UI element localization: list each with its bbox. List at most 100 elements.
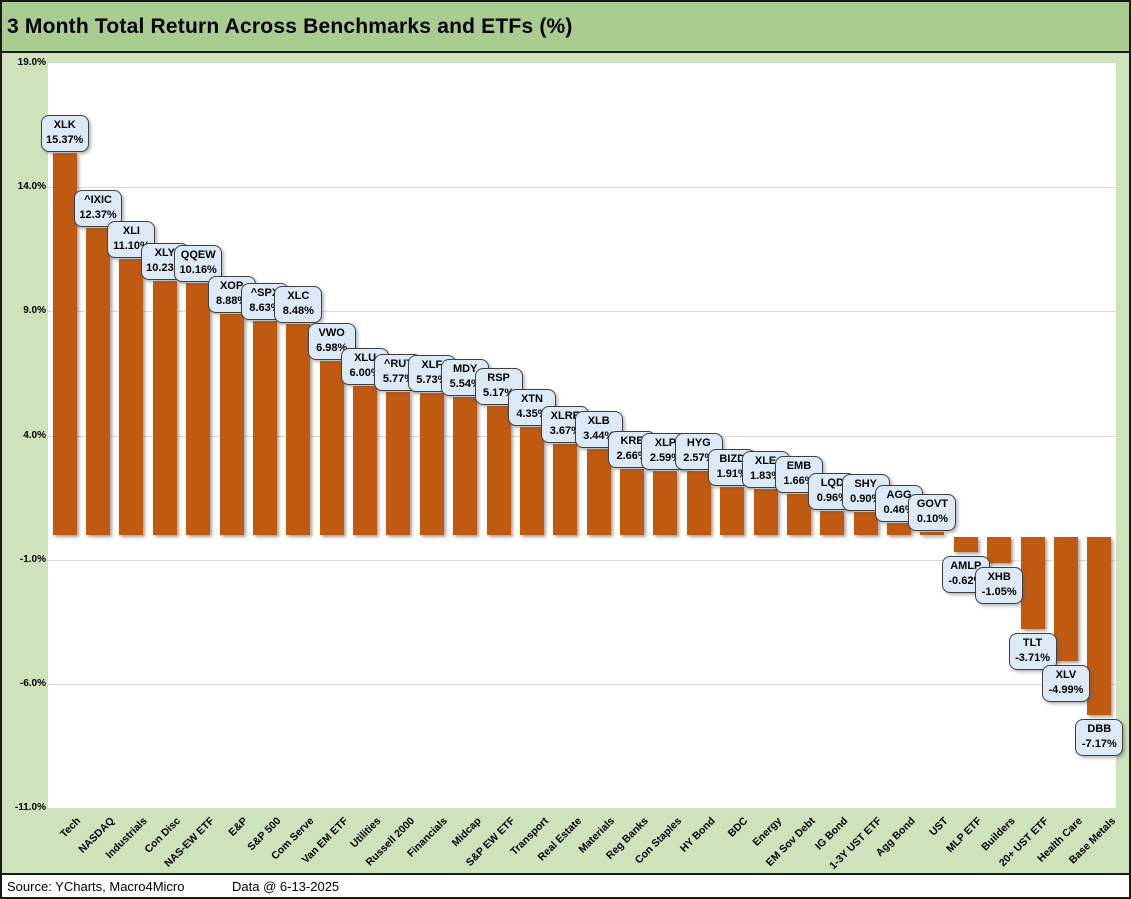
callout-value: 15.37%: [46, 134, 84, 147]
bar-XLE: [753, 489, 778, 535]
callout-ticker: ^SPX: [250, 286, 280, 299]
bar-XLY: [152, 280, 177, 535]
callout-value: -3.71%: [1015, 651, 1050, 664]
gridline: [48, 683, 1116, 685]
callout-ticker: XLK: [53, 119, 76, 132]
callout-value: 10.23%: [146, 261, 184, 274]
callout-XLV: XLV -4.99%: [1041, 664, 1090, 702]
callout-XLK: XLK 15.37%: [40, 115, 89, 153]
gridline: [48, 187, 1116, 189]
callout-value: 2.66%: [616, 449, 648, 462]
callout-value: -4.99%: [1048, 683, 1084, 696]
bar-XLI: [119, 259, 144, 535]
bar-XLK: [52, 153, 77, 535]
callout-ticker: XLF: [421, 358, 443, 371]
bar-XLB: [586, 449, 611, 535]
bar-HYG: [686, 471, 711, 535]
source-text: Source: YCharts, Macro4Micro: [7, 878, 185, 894]
callout-value: 0.90%: [850, 493, 882, 506]
bar-TLT: [1020, 536, 1045, 629]
gridline: [48, 559, 1116, 561]
callout-value: 0.96%: [816, 491, 848, 504]
bar-MDY: [453, 397, 478, 535]
gridline: [48, 311, 1116, 313]
y-tick-label: 4.0%: [23, 429, 46, 441]
callout-^IXIC: ^IXIC 12.37%: [74, 189, 123, 227]
bar-^IXIC: [86, 227, 111, 535]
chart-title: 3 Month Total Return Across Benchmarks a…: [7, 14, 573, 38]
bar-XLRE: [553, 443, 578, 535]
callout-value: 5.54%: [449, 378, 481, 391]
bar-XHB: [987, 536, 1012, 563]
callout-value: 5.77%: [382, 372, 415, 385]
callout-RSP: RSP 5.17%: [474, 368, 523, 406]
callout-GOVT: GOVT 0.10%: [908, 494, 957, 532]
callout-value: 10.16%: [179, 263, 217, 276]
x-category-label: HY Bond: [677, 815, 718, 855]
callout-XLC: XLC 8.48%: [274, 286, 323, 324]
callout-QQEW: QQEW 10.16%: [174, 244, 223, 282]
bar-XOP: [219, 314, 244, 535]
callout-ticker: AGG: [886, 489, 912, 502]
callout-value: 1.91%: [716, 468, 748, 481]
x-category-label: Tech: [57, 815, 84, 841]
callout-ticker: AMLP: [950, 560, 982, 573]
y-tick-label: 19.0%: [17, 57, 46, 68]
bar-EMB: [786, 493, 811, 535]
callout-value: 12.37%: [79, 208, 117, 221]
bar-XTN: [519, 426, 544, 535]
callout-value: 0.46%: [883, 504, 915, 517]
x-category-label: BDC: [726, 815, 751, 840]
callout-value: 1.66%: [783, 474, 815, 487]
callout-ticker: XHB: [987, 570, 1011, 583]
callout-ticker: SHY: [854, 478, 877, 491]
bar-XLC: [286, 324, 311, 535]
callout-value: 8.88%: [215, 295, 248, 308]
callout-ticker: ^RUT: [383, 357, 413, 370]
bar-XLF: [419, 392, 444, 535]
callout-ticker: VWO: [318, 327, 345, 340]
callout-value: -7.17%: [1081, 737, 1117, 750]
y-tick-label: 9.0%: [23, 305, 46, 317]
bar-^SPX: [252, 320, 277, 535]
bar-GOVT: [920, 532, 945, 535]
callout-ticker: KRE: [620, 434, 644, 447]
bar-DBB: [1087, 536, 1112, 715]
callout-value: 2.59%: [649, 451, 682, 464]
callout-ticker: HYG: [686, 437, 711, 449]
callout-ticker: ^IXIC: [84, 193, 112, 206]
callout-ticker: XLV: [1055, 668, 1077, 681]
callout-value: 0.10%: [916, 513, 949, 526]
callout-value: 3.44%: [583, 430, 615, 443]
callout-ticker: XLY: [154, 246, 175, 259]
callout-ticker: LQD: [820, 476, 844, 489]
callout-TLT: TLT -3.71%: [1008, 632, 1057, 670]
callout-value: 4.35%: [516, 407, 548, 420]
callout-ticker: XLC: [287, 290, 310, 303]
callout-value: 8.48%: [282, 305, 314, 318]
callout-ticker: XLRE: [550, 409, 580, 422]
bar-LQD: [820, 510, 845, 535]
y-tick-label: -11.0%: [14, 802, 46, 813]
bar-^RUT: [386, 391, 411, 535]
callout-value: 3.67%: [549, 424, 581, 437]
callout-ticker: GOVT: [916, 498, 949, 511]
callout-ticker: RSP: [487, 372, 510, 385]
bar-XLV: [1053, 536, 1078, 661]
bar-XLP: [653, 470, 678, 535]
callout-XHB: XHB -1.05%: [975, 566, 1024, 604]
bar-QQEW: [186, 282, 211, 535]
callout-value: -1.05%: [981, 585, 1017, 598]
callout-ticker: QQEW: [180, 248, 216, 261]
callout-value: 5.17%: [482, 387, 515, 400]
bar-SHY: [853, 512, 878, 535]
y-tick-label: -1.0%: [19, 553, 46, 565]
bar-AGG: [887, 523, 912, 535]
callout-value: 6.98%: [316, 342, 348, 355]
callout-value: 11.10%: [113, 240, 150, 253]
callout-value: 2.57%: [683, 452, 715, 464]
callout-value: 5.73%: [416, 373, 448, 386]
callout-ticker: EMB: [786, 459, 812, 472]
callout-AMLP: AMLP -0.62%: [941, 556, 990, 594]
